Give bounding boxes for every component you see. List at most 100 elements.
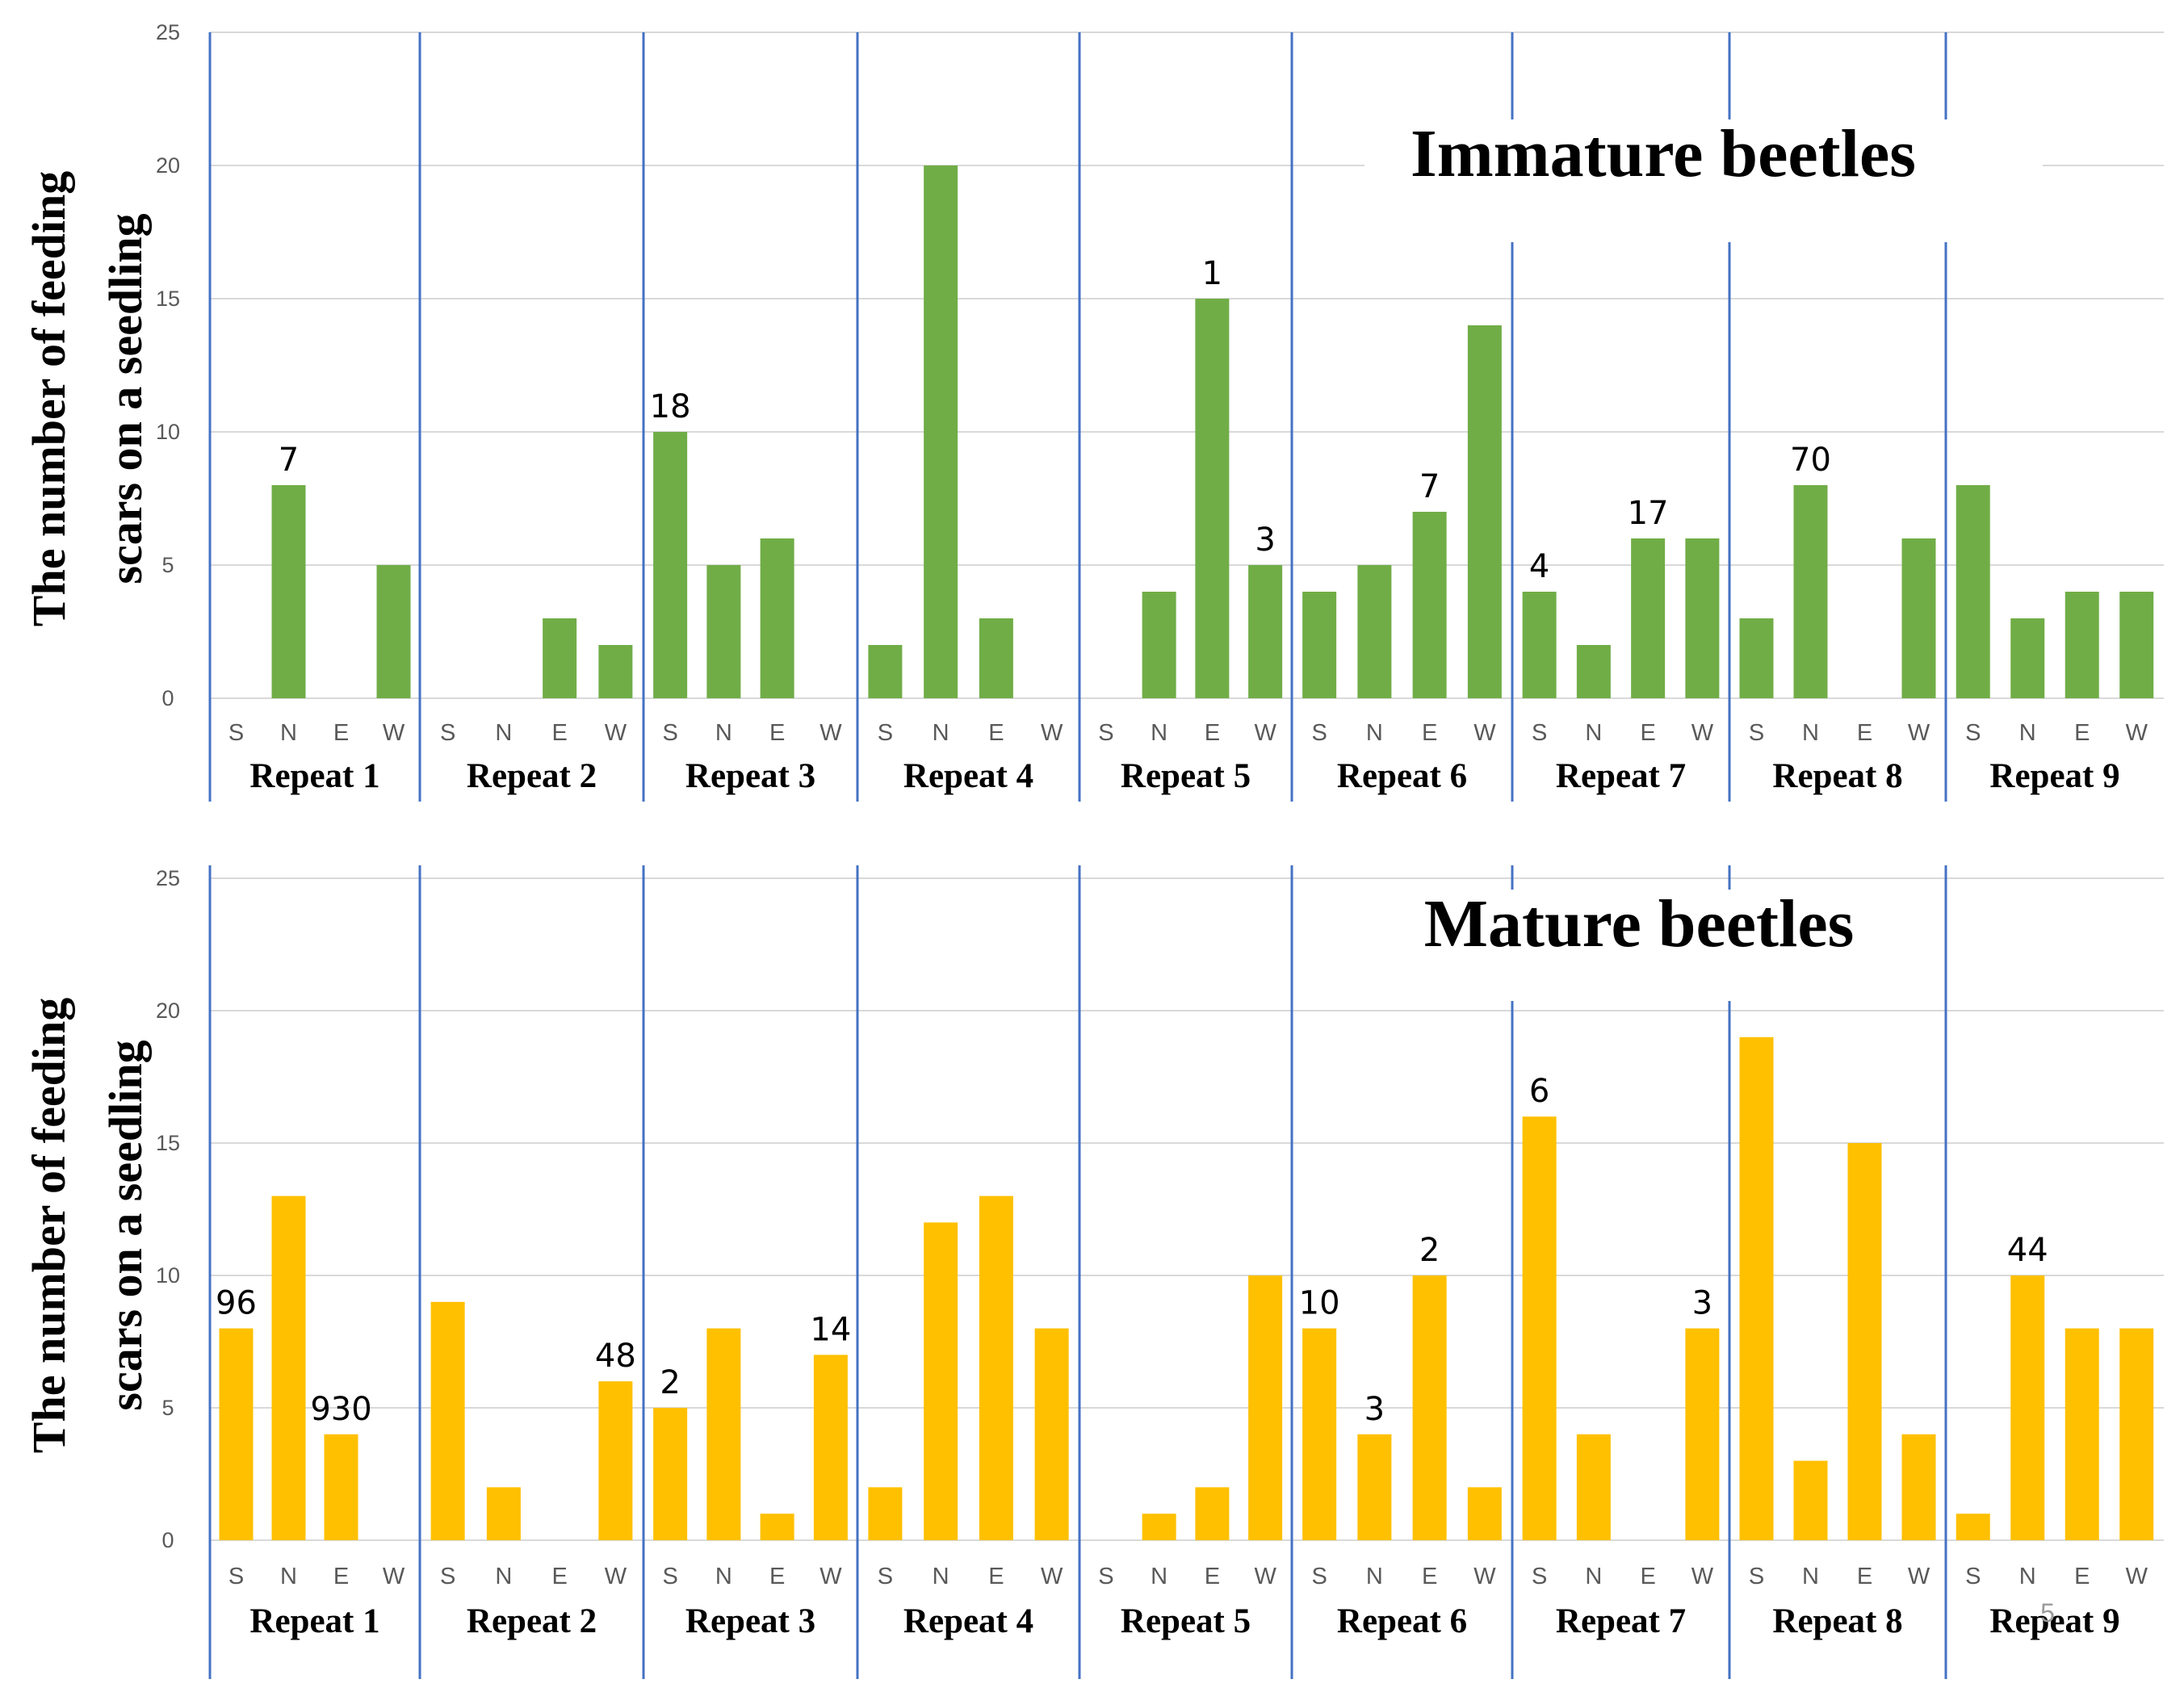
repeat-label: Repeat 3: [685, 1602, 815, 1640]
bar-annotation: 3: [1364, 1391, 1385, 1428]
bar: [1412, 512, 1447, 698]
direction-label: W: [1691, 720, 1714, 746]
bar: [1522, 592, 1557, 698]
direction-label: S: [1749, 1564, 1764, 1589]
bar: [2065, 592, 2099, 698]
bar-annotation: 4: [1529, 548, 1549, 585]
bar: [924, 165, 958, 698]
bar: [1576, 645, 1611, 698]
bar: [1576, 1434, 1611, 1540]
bar: [376, 565, 411, 698]
y-tick-label: 10: [156, 1263, 180, 1288]
direction-label: E: [1205, 720, 1220, 746]
repeat-label: Repeat 9: [1989, 1602, 2119, 1640]
bar-annotation: 44: [2007, 1232, 2048, 1269]
bar: [1793, 485, 1828, 698]
bar: [2065, 1328, 2099, 1540]
bar: [1685, 1328, 1720, 1540]
bar: [1739, 618, 1774, 698]
bar: [1034, 1328, 1069, 1540]
direction-label: E: [1640, 720, 1655, 746]
bar: [1357, 1434, 1392, 1540]
y-tick-label: 25: [156, 866, 180, 890]
direction-label: W: [2126, 1564, 2148, 1589]
bar: [1195, 299, 1230, 698]
repeat-label: Repeat 8: [1772, 1602, 1902, 1640]
direction-label: N: [1585, 720, 1602, 746]
repeat-label: Repeat 7: [1556, 757, 1686, 795]
bar: [1956, 1514, 1990, 1540]
bar: [1142, 1514, 1176, 1540]
bar: [2010, 618, 2045, 698]
direction-label: E: [333, 1564, 349, 1589]
direction-label: E: [1205, 1564, 1220, 1589]
direction-label: N: [715, 1564, 732, 1589]
direction-label: N: [2019, 1564, 2036, 1589]
direction-label: E: [333, 720, 349, 746]
direction-label: N: [280, 1564, 297, 1589]
direction-label: N: [495, 720, 512, 746]
repeat-label: Repeat 6: [1337, 757, 1467, 795]
direction-label: W: [1254, 720, 1276, 746]
bar: [1901, 1434, 1936, 1540]
repeat-label: Repeat 5: [1121, 1602, 1251, 1640]
y-tick-label: 15: [156, 1131, 180, 1155]
bar: [1412, 1275, 1447, 1540]
direction-label: N: [1366, 720, 1383, 746]
direction-label: E: [769, 720, 785, 746]
bar-annotation: 14: [810, 1311, 851, 1348]
direction-label: S: [1098, 720, 1113, 746]
bar: [1195, 1487, 1230, 1540]
bar: [706, 1328, 741, 1540]
direction-label: W: [1041, 720, 1063, 746]
direction-label: S: [440, 720, 455, 746]
bar-annotation: 2: [660, 1364, 680, 1401]
bar-annotation: 96: [216, 1285, 257, 1322]
direction-label: N: [495, 1564, 512, 1589]
bar-annotation: 48: [595, 1338, 636, 1375]
direction-label: N: [1802, 720, 1819, 746]
direction-label: W: [1041, 1564, 1063, 1589]
bar: [706, 565, 741, 698]
bar: [813, 1355, 848, 1540]
y-tick-label: 20: [156, 153, 180, 178]
direction-label: S: [228, 1564, 244, 1589]
direction-label: N: [1151, 720, 1167, 746]
repeat-label: Repeat 8: [1772, 757, 1902, 795]
bar: [1302, 592, 1337, 698]
bar: [1467, 1487, 1502, 1540]
title-background: [1377, 890, 1909, 1001]
bar: [271, 485, 306, 698]
chart-title: Mature beetles: [1424, 886, 1855, 961]
bar: [598, 645, 633, 698]
y-tick-label: 15: [156, 287, 180, 311]
bar-annotation: 70: [1790, 442, 1831, 479]
direction-label: W: [1691, 1564, 1714, 1589]
bar-annotation: 7: [1419, 468, 1440, 505]
page-number-watermark: 5: [2040, 1598, 2055, 1627]
direction-label: W: [1908, 1564, 1930, 1589]
bar: [653, 1408, 688, 1540]
direction-label: W: [605, 1564, 627, 1589]
bar: [1847, 1143, 1882, 1540]
repeat-label: Repeat 1: [249, 1602, 379, 1640]
repeat-label: Repeat 9: [1989, 757, 2119, 795]
bar-annotation: 18: [650, 388, 691, 425]
direction-label: E: [769, 1564, 785, 1589]
bar-annotation: 1: [1202, 255, 1222, 292]
bar: [868, 1487, 903, 1540]
repeat-label: Repeat 5: [1121, 757, 1251, 795]
y-axis-label: scars on a seedling: [99, 1040, 152, 1410]
direction-label: S: [1098, 1564, 1113, 1589]
direction-label: W: [383, 720, 405, 746]
bar-annotation: 3: [1255, 521, 1275, 559]
direction-label: S: [1311, 720, 1327, 746]
repeat-label: Repeat 4: [903, 757, 1033, 795]
bar: [1302, 1328, 1337, 1540]
direction-label: S: [662, 1564, 677, 1589]
bar-annotation: 3: [1692, 1285, 1712, 1322]
y-tick-label: 25: [156, 20, 180, 44]
direction-label: E: [1857, 1564, 1872, 1589]
